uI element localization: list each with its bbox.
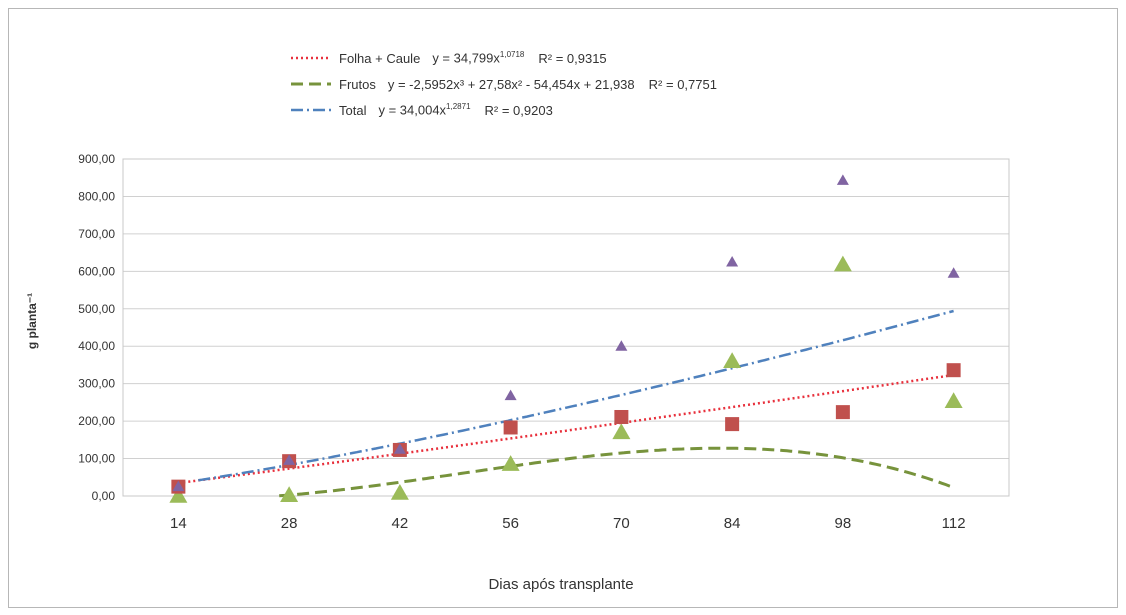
y-tick-label: 300,00 xyxy=(78,377,115,391)
legend-swatch-frutos xyxy=(291,82,331,86)
point-total xyxy=(504,389,517,401)
x-tick-label: 98 xyxy=(835,515,852,532)
chart-frame: Folha + Caule y = 34,799x1,0718 R² = 0,9… xyxy=(8,8,1118,608)
point-folha-caule xyxy=(835,405,850,420)
point-total xyxy=(836,174,849,185)
point-total xyxy=(615,340,628,351)
x-tick-label: 56 xyxy=(502,515,519,532)
x-tick-label: 14 xyxy=(170,515,187,532)
legend-equation-exponent-total: 1,2871 xyxy=(446,102,471,112)
y-tick-label: 400,00 xyxy=(78,339,115,353)
x-tick-label: 28 xyxy=(281,515,298,532)
point-frutos xyxy=(723,352,742,368)
legend-equation-base-total: y = 34,004x xyxy=(378,102,447,118)
legend-label-frutos: Frutos xyxy=(339,76,376,92)
trendline-2 xyxy=(198,309,954,482)
axis-layer: 0,00 100,00 200,00 300,00 400,00 500,00 600,00… xyxy=(78,152,965,532)
legend-r2-folha-caule: R² = 0,9315 xyxy=(538,50,607,66)
legend-label-folha-caule: Folha + Caule xyxy=(339,50,421,66)
legend-equation-total: y = 34,004x1,2871 xyxy=(378,102,470,117)
trendline-1 xyxy=(279,446,955,498)
legend-label-total: Total xyxy=(339,102,367,118)
y-tick-label: 200,00 xyxy=(78,414,115,428)
x-tick-label: 70 xyxy=(613,515,630,532)
trend-layer xyxy=(178,309,955,498)
point-folha-caule xyxy=(946,363,961,378)
legend-equation-frutos: y = -2,5952x³ + 27,58x² - 54,454x + 21,9… xyxy=(387,76,635,92)
marker-layer xyxy=(169,174,963,503)
legend: Folha + Caule y = 34,799x1,0718 R² = 0,9… xyxy=(289,45,909,123)
legend-equation-base-folha-caule: y = 34,799x xyxy=(432,50,500,66)
point-folha-caule xyxy=(725,417,740,432)
plot-area: 0,00 100,00 200,00 300,00 400,00 500,00 600,00… xyxy=(25,152,1010,593)
point-total xyxy=(393,443,406,454)
point-total xyxy=(726,255,739,267)
point-frutos xyxy=(501,455,520,471)
y-tick-label: 700,00 xyxy=(78,227,115,241)
point-folha-caule xyxy=(614,409,629,424)
y-tick-label: 0,00 xyxy=(92,489,116,503)
point-frutos xyxy=(390,484,409,500)
point-frutos xyxy=(280,486,299,503)
y-tick-label: 600,00 xyxy=(78,264,115,278)
legend-equation-folha-caule: y = 34,799x1,0718 xyxy=(432,50,524,65)
point-total xyxy=(283,454,296,465)
x-tick-label: 42 xyxy=(392,515,409,532)
point-frutos xyxy=(169,487,188,503)
point-folha-caule xyxy=(503,420,518,435)
legend-r2-total: R² = 0,9203 xyxy=(484,102,553,118)
legend-r2-frutos: R² = 0,7751 xyxy=(648,76,717,92)
point-frutos xyxy=(833,255,852,272)
point-total xyxy=(947,267,960,278)
legend-entry-total: Total y = 34,004x1,2871 R² = 0,9203 xyxy=(289,97,909,123)
legend-equation-exponent-folha-caule: 1,0718 xyxy=(499,50,525,60)
y-tick-label: 800,00 xyxy=(78,189,115,203)
x-tick-label: 84 xyxy=(724,515,741,532)
plot-border xyxy=(122,158,1010,497)
legend-swatch-total xyxy=(291,108,331,112)
y-tick-label: 100,00 xyxy=(78,452,115,466)
trendline-0 xyxy=(178,373,954,485)
legend-entry-frutos: Frutos y = -2,5952x³ + 27,58x² - 54,454x… xyxy=(289,71,909,97)
point-frutos xyxy=(612,423,631,440)
y-tick-label: 500,00 xyxy=(78,302,115,316)
grid-layer xyxy=(122,158,1010,497)
y-axis-title: g planta⁻¹ xyxy=(25,293,39,349)
x-axis-title: Dias após transplante xyxy=(488,576,633,593)
legend-swatch-folha-caule xyxy=(291,56,331,60)
point-frutos xyxy=(944,392,963,409)
y-tick-label: 900,00 xyxy=(78,152,115,166)
point-total xyxy=(172,480,185,492)
x-tick-label: 112 xyxy=(942,515,966,532)
legend-entry-folha-caule: Folha + Caule y = 34,799x1,0718 R² = 0,9… xyxy=(289,45,909,71)
